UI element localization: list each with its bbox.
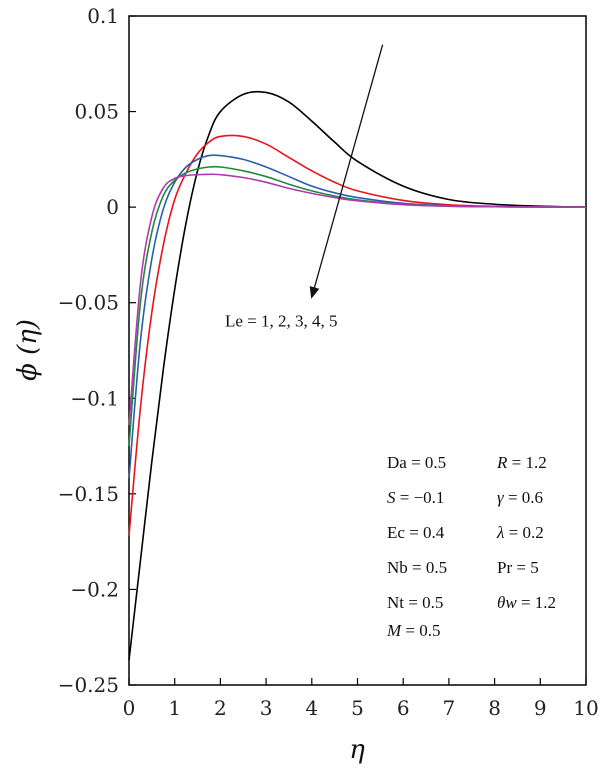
y-tick-label: −0.05: [58, 291, 119, 315]
y-axis-label: ϕ (η): [13, 319, 43, 381]
x-tick-label: 3: [260, 696, 273, 720]
parameter-label: Pr = 5: [497, 558, 539, 577]
parameter-label: θw = 1.2: [497, 593, 556, 612]
x-tick-label: 4: [305, 696, 318, 720]
annotation-label: Le = 1, 2, 3, 4, 5: [225, 312, 338, 331]
axis-ticks: 0 1 2 3 4 5 6 7 8 9 10 −0.25 −0.2 −0.15 −0.1 −0.05 0 0.05…: [58, 4, 599, 720]
parameter-label: S = −0.1: [387, 488, 444, 507]
x-tick-label: 7: [443, 696, 456, 720]
x-tick-label: 10: [573, 696, 598, 720]
y-tick-label: −0.15: [58, 482, 119, 506]
y-tick-label: −0.1: [70, 386, 119, 410]
parameter-label: Nt = 0.5: [387, 593, 443, 612]
parameter-label: R = 1.2: [496, 453, 547, 472]
y-tick-label: −0.25: [58, 673, 119, 697]
x-tick-label: 2: [214, 696, 227, 720]
parameter-box: Da = 0.5 S = −0.1 Ec = 0.4 Nb = 0.5 Nt = 0.5…: [386, 453, 556, 640]
series-line-4: [128, 165, 587, 447]
annotation-arrow: [309, 44, 384, 299]
y-tick-label: 0.05: [74, 100, 119, 124]
plot-frame: [128, 15, 587, 686]
x-tick-label: 8: [488, 696, 501, 720]
parameter-label: γ = 0.6: [497, 488, 543, 507]
x-tick-label: 1: [168, 696, 181, 720]
series-line-2: [128, 134, 587, 536]
parameter-label: Ec = 0.4: [387, 523, 445, 542]
series-group: [128, 90, 587, 661]
y-tick-label: 0: [106, 195, 119, 219]
x-tick-label: 6: [397, 696, 410, 720]
parameter-label: Da = 0.5: [387, 453, 446, 472]
annotation-group: Le = 1, 2, 3, 4, 5: [225, 44, 384, 331]
series-line-1: [128, 90, 587, 661]
parameter-label: λ = 0.2: [496, 523, 544, 542]
parameter-label: M = 0.5: [386, 621, 441, 640]
y-tick-label: 0.1: [87, 4, 119, 28]
x-tick-label: 5: [351, 696, 364, 720]
y-tick-label: −0.2: [70, 577, 119, 601]
series-line-5: [128, 173, 587, 426]
x-tick-label: 0: [123, 696, 136, 720]
x-tick-label: 9: [534, 696, 547, 720]
series-line-3: [128, 154, 587, 479]
parameter-label: Nb = 0.5: [387, 558, 447, 577]
x-axis-label: η: [349, 735, 365, 765]
